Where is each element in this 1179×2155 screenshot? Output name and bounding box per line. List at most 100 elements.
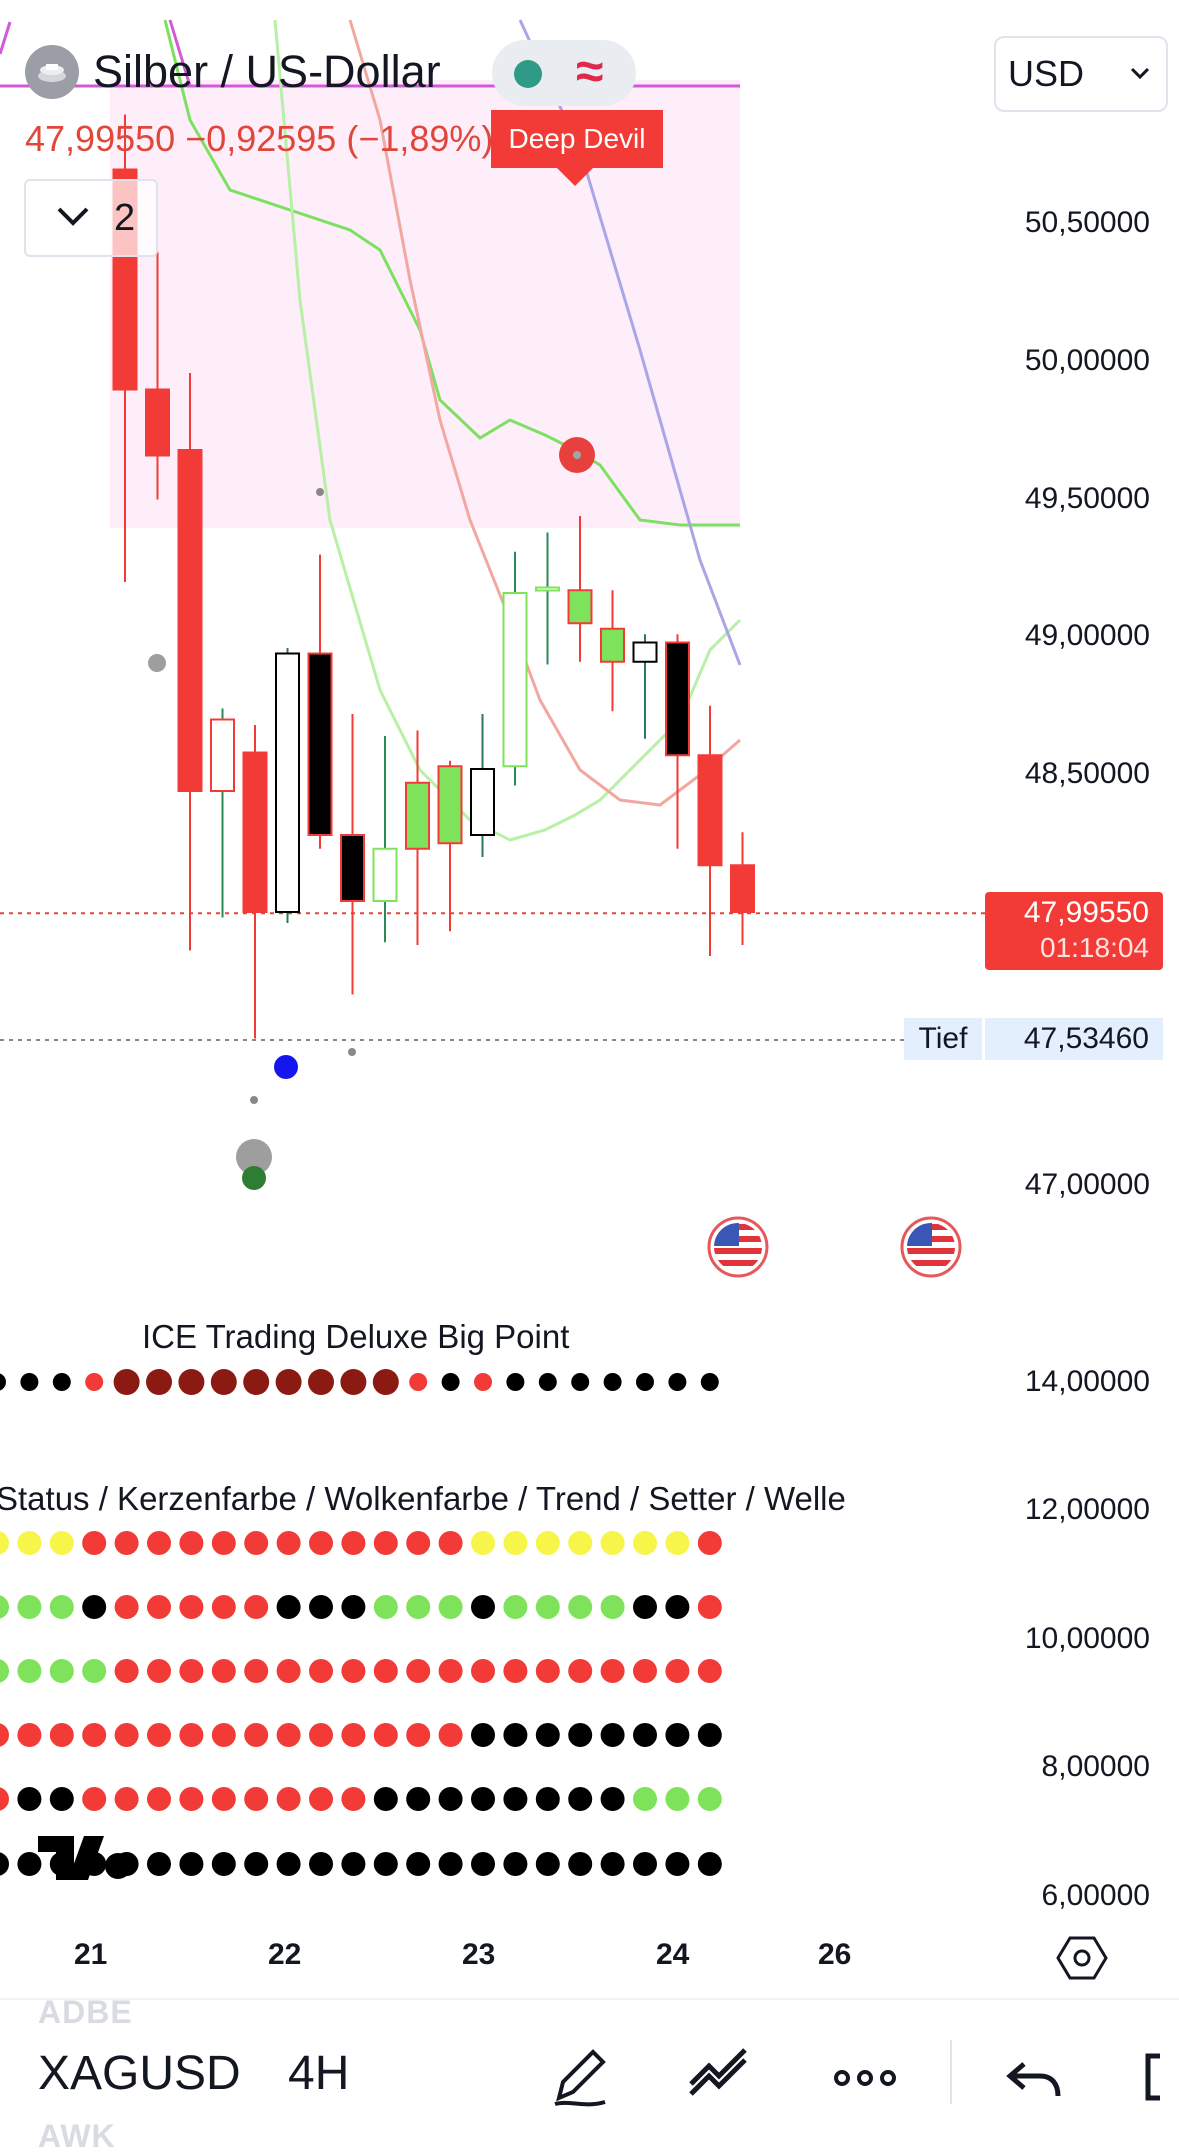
chart-settings-icon[interactable] xyxy=(1056,1932,1108,1984)
last-price: 47,99550 xyxy=(25,118,176,159)
status-dot xyxy=(373,1531,398,1555)
status-dot xyxy=(309,1595,333,1619)
status-dot xyxy=(211,1852,236,1876)
status-dot xyxy=(535,1659,560,1683)
status-dot xyxy=(535,1787,560,1811)
status-dot xyxy=(665,1595,690,1619)
fullscreen-icon[interactable] xyxy=(1140,2042,1179,2112)
big-point-dot xyxy=(636,1373,654,1391)
indicator-axis-label: 8,00000 xyxy=(1041,1750,1150,1783)
status-dot xyxy=(633,1659,657,1683)
interval-button[interactable]: 4H xyxy=(288,2047,350,2100)
status-dot xyxy=(406,1531,431,1555)
low-value: 47,53460 xyxy=(1023,1022,1149,1055)
status-dot xyxy=(147,1852,171,1876)
status-dot xyxy=(697,1531,722,1555)
big-point-dot xyxy=(20,1373,39,1391)
status-dot xyxy=(568,1659,593,1683)
status-dot xyxy=(633,1723,657,1747)
status-dot xyxy=(438,1787,463,1811)
currency-select[interactable]: USD xyxy=(994,36,1168,112)
symbol-title: Silber / US-Dollar xyxy=(93,46,441,97)
status-dot xyxy=(179,1787,204,1811)
pivot-dot xyxy=(148,654,166,672)
drawing-tools-icon[interactable] xyxy=(685,2042,755,2112)
big-point-dot xyxy=(85,1373,104,1391)
status-dot xyxy=(600,1787,625,1811)
status-dot xyxy=(406,1852,431,1876)
green-signal-dot xyxy=(242,1166,266,1190)
status-dot xyxy=(341,1787,366,1811)
wave-icon: ≈ xyxy=(576,43,604,99)
status-dot xyxy=(503,1595,528,1619)
big-point-dot xyxy=(340,1369,367,1395)
status-dot xyxy=(438,1595,463,1619)
status-dot xyxy=(0,1852,9,1876)
big-point-dot xyxy=(668,1373,687,1391)
time-axis-label: 21 xyxy=(74,1938,108,1971)
big-point-dot xyxy=(506,1373,525,1391)
candle-body xyxy=(437,765,463,845)
status-dot xyxy=(373,1852,398,1876)
more-icon[interactable] xyxy=(830,2042,900,2112)
status-panel-title: Status / Kerzenfarbe / Wolkenfarbe / Tre… xyxy=(0,1480,846,1517)
status-dot xyxy=(568,1852,593,1876)
time-axis-label: 22 xyxy=(268,1938,302,1971)
status-dot xyxy=(373,1595,398,1619)
status-dot xyxy=(0,1595,9,1619)
candle-body xyxy=(372,847,398,902)
big-point-dot xyxy=(603,1373,622,1391)
next-symbol-hint: AWK xyxy=(38,2118,116,2154)
status-dot xyxy=(341,1852,366,1876)
big-point-dot xyxy=(700,1373,719,1391)
indicator-signal-badge[interactable]: Deep Devil xyxy=(491,110,663,186)
price-change: −0,92595 xyxy=(185,118,337,159)
status-dot xyxy=(309,1659,333,1683)
symbol-legend[interactable]: Silber / US-Dollar xyxy=(25,40,441,104)
symbol-button[interactable]: XAGUSD xyxy=(38,2047,241,2100)
status-dot xyxy=(49,1787,74,1811)
watermark-logo xyxy=(68,1836,104,1880)
price-axis-label: 47,00000 xyxy=(1024,1168,1150,1201)
status-dot xyxy=(244,1531,269,1555)
status-dot xyxy=(0,1723,9,1747)
candle-body xyxy=(665,641,690,757)
status-dot xyxy=(179,1852,204,1876)
blue-signal-dot xyxy=(274,1055,298,1079)
status-dot xyxy=(0,1531,9,1555)
status-dot xyxy=(309,1723,333,1747)
undo-icon[interactable] xyxy=(1000,2042,1070,2112)
market-status-pill[interactable]: ≈ xyxy=(492,40,636,106)
price-change-percent: (−1,89%) xyxy=(346,118,494,159)
cloud-line-green xyxy=(163,19,740,527)
status-dot xyxy=(600,1531,625,1555)
status-dot xyxy=(471,1595,495,1619)
status-dot xyxy=(244,1595,269,1619)
candle-body xyxy=(405,781,430,850)
watermark-logo xyxy=(105,1853,131,1879)
status-dot-icon xyxy=(514,60,542,88)
watermark-logo xyxy=(38,1836,74,1880)
big-point-panel-title: ICE Trading Deluxe Big Point xyxy=(142,1318,570,1355)
indicators-collapse-button[interactable]: 2 xyxy=(24,179,158,257)
us-flag-icon[interactable] xyxy=(900,1216,962,1278)
status-dot xyxy=(276,1787,301,1811)
status-dot xyxy=(341,1531,366,1555)
status-dot xyxy=(211,1723,236,1747)
status-dot xyxy=(211,1659,236,1683)
status-dot xyxy=(114,1723,139,1747)
status-dot xyxy=(82,1787,107,1811)
status-dot xyxy=(49,1531,74,1555)
status-dot xyxy=(341,1595,366,1619)
symbol-logo-icon xyxy=(25,45,79,99)
us-flag-icon[interactable] xyxy=(707,1216,769,1278)
status-dot xyxy=(503,1659,528,1683)
status-dot xyxy=(82,1659,107,1683)
big-point-dot xyxy=(178,1369,205,1395)
candle-body xyxy=(210,718,235,792)
status-dot xyxy=(49,1659,74,1683)
candle-body xyxy=(502,592,528,768)
pen-icon[interactable] xyxy=(545,2042,615,2112)
status-dot xyxy=(17,1531,42,1555)
